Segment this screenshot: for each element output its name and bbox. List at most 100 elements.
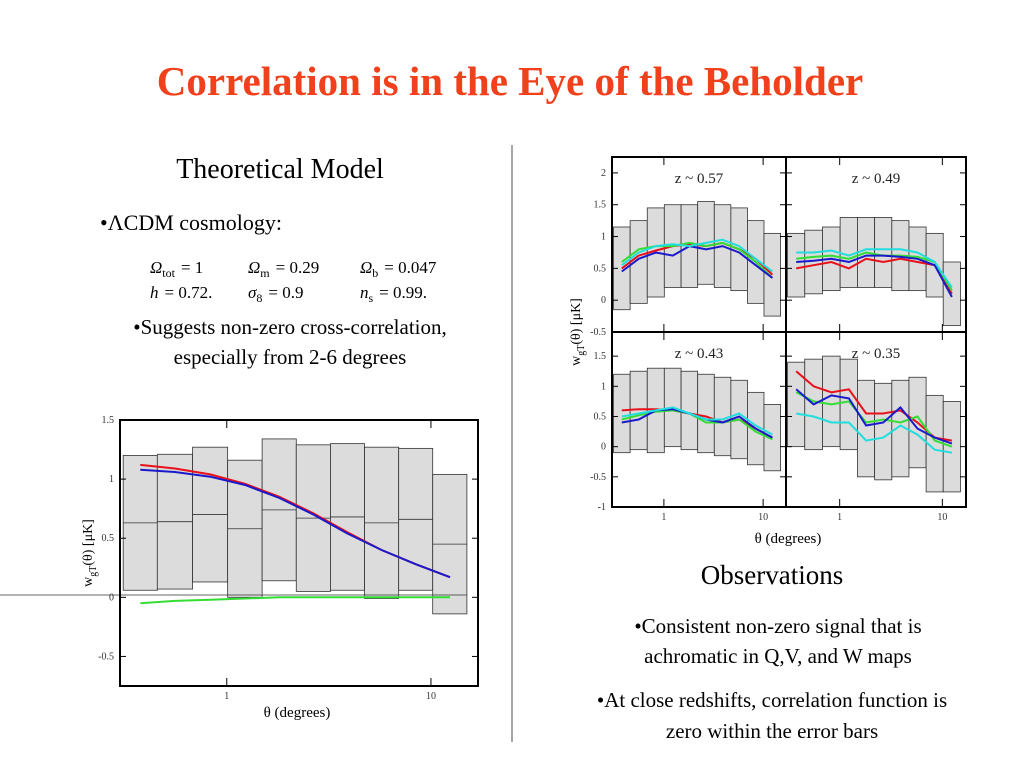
parameter: Ωb = 0.047	[360, 258, 437, 280]
parameter-value: = 0.9	[268, 283, 303, 302]
y-tick-label: 0.5	[594, 411, 607, 422]
y-tick-label: 2	[601, 168, 606, 179]
series-line	[621, 409, 773, 441]
panel: -0.5 0 0.5 1 1.5 2 z ~ 0.57	[590, 156, 787, 338]
y-axis-label: wgT(θ) [μK]	[81, 519, 99, 587]
parameter: h = 0.72.	[150, 283, 212, 302]
parameter-value: = 0.99.	[379, 283, 427, 302]
panel-title: z ~ 0.43	[675, 346, 724, 362]
left-heading: Theoretical Model	[176, 154, 384, 185]
error-box	[822, 355, 841, 448]
y-label-part: w	[569, 355, 584, 366]
y-tick-label: 1.5	[594, 200, 607, 211]
parameter-symbol: h	[150, 283, 159, 302]
x-tick-label: 1	[224, 691, 229, 702]
y-tick-label: 1.5	[594, 351, 607, 362]
parameter-subscript: tot	[162, 266, 175, 280]
error-box	[857, 379, 876, 478]
parameter-symbol: σ	[248, 283, 257, 302]
x-axis-label: θ (degrees)	[755, 531, 822, 547]
bullet-line: •Suggests non-zero cross-correlation,	[133, 315, 447, 339]
y-label-subscript: gT	[88, 566, 99, 577]
y-axis-label: wgT(θ) [μK]	[569, 298, 587, 366]
series-line	[796, 248, 953, 289]
series-line	[621, 406, 773, 436]
parameter-subscript: 8	[256, 291, 262, 305]
series-line	[140, 468, 451, 579]
parameter: σ8 = 0.9	[248, 283, 303, 305]
panel-title: z ~ 0.57	[675, 171, 724, 187]
panel: 1 10 z ~ 0.35	[785, 331, 967, 523]
panel: -0.5 0 0.5 1 1.5 1 10	[0, 415, 479, 702]
parameter: ns = 0.99.	[360, 283, 427, 305]
parameter: Ωm = 0.29	[248, 258, 319, 280]
parameter-symbol: n	[360, 283, 369, 302]
bullet: •ΛCDM cosmology:	[100, 210, 282, 235]
x-tick-label: 1	[837, 512, 842, 523]
parameter-symbol: Ω	[360, 258, 372, 277]
parameter-subscript: m	[260, 266, 270, 280]
error-box	[697, 373, 715, 454]
right-heading: Observations	[701, 560, 843, 590]
panel-title: z ~ 0.49	[852, 171, 901, 187]
y-tick-label: 1	[601, 232, 606, 243]
y-tick-label: 0	[601, 295, 606, 306]
bullet-line: •Consistent non-zero signal that is	[634, 614, 921, 638]
parameter-symbol: Ω	[150, 258, 162, 277]
bullet-line: zero within the error bars	[666, 719, 878, 743]
y-tick-label: 1	[601, 381, 606, 392]
bullet-line: especially from 2-6 degrees	[174, 345, 407, 369]
parameter-value: = 0.72.	[165, 283, 213, 302]
y-tick-label: 0.5	[594, 263, 607, 274]
panel-title: z ~ 0.35	[852, 346, 901, 362]
parameter-value: = 0.047	[384, 258, 437, 277]
series-line	[796, 257, 953, 295]
x-tick-label: 10	[426, 691, 436, 702]
y-tick-label: -1	[598, 502, 606, 513]
parameter-value: = 1	[181, 258, 203, 277]
plot-frame	[785, 331, 967, 508]
y-tick-label: -0.5	[98, 651, 114, 662]
parameter-subscript: b	[372, 266, 378, 280]
series-line	[621, 238, 774, 273]
error-box	[787, 361, 806, 448]
y-label-part: (θ) [μK]	[81, 519, 96, 565]
x-tick-label: 10	[937, 512, 947, 523]
y-label-part: w	[81, 576, 96, 587]
series-line	[795, 388, 953, 445]
y-label-part: (θ) [μK]	[569, 298, 584, 344]
plot-frame	[119, 419, 479, 687]
y-label-subscript: gT	[576, 345, 587, 356]
parameter: Ωtot = 1	[150, 258, 203, 280]
error-box	[874, 382, 893, 481]
y-tick-label: -0.5	[590, 327, 606, 338]
bullet-line: •At close redshifts, correlation functio…	[597, 688, 947, 712]
parameter-symbol: Ω	[248, 258, 260, 277]
series-line	[796, 251, 953, 292]
series-line	[796, 254, 953, 298]
error-box	[839, 358, 858, 451]
parameter-value: = 0.29	[276, 258, 320, 277]
y-tick-label: 1	[109, 474, 114, 485]
y-tick-label: -0.5	[590, 472, 606, 483]
y-tick-label: 0	[109, 592, 114, 603]
series-line	[796, 412, 953, 454]
x-tick-label: 1	[661, 512, 666, 523]
error-box	[874, 217, 893, 288]
series-line	[621, 408, 773, 439]
error-box	[629, 220, 648, 304]
x-axis-label: θ (degrees)	[264, 705, 331, 721]
y-tick-label: 0	[601, 442, 606, 453]
parameter-subscript: s	[369, 291, 374, 305]
y-tick-label: 1.5	[102, 415, 115, 426]
series-line	[140, 596, 450, 605]
series-line	[621, 245, 774, 279]
x-tick-label: 10	[758, 512, 768, 523]
bullet-line: achromatic in Q,V, and W maps	[644, 644, 912, 668]
slide-title: Correlation is in the Eye of the Beholde…	[157, 58, 863, 104]
panel: z ~ 0.49	[785, 156, 967, 333]
y-tick-label: 0.5	[102, 533, 115, 544]
series-line	[795, 391, 953, 448]
